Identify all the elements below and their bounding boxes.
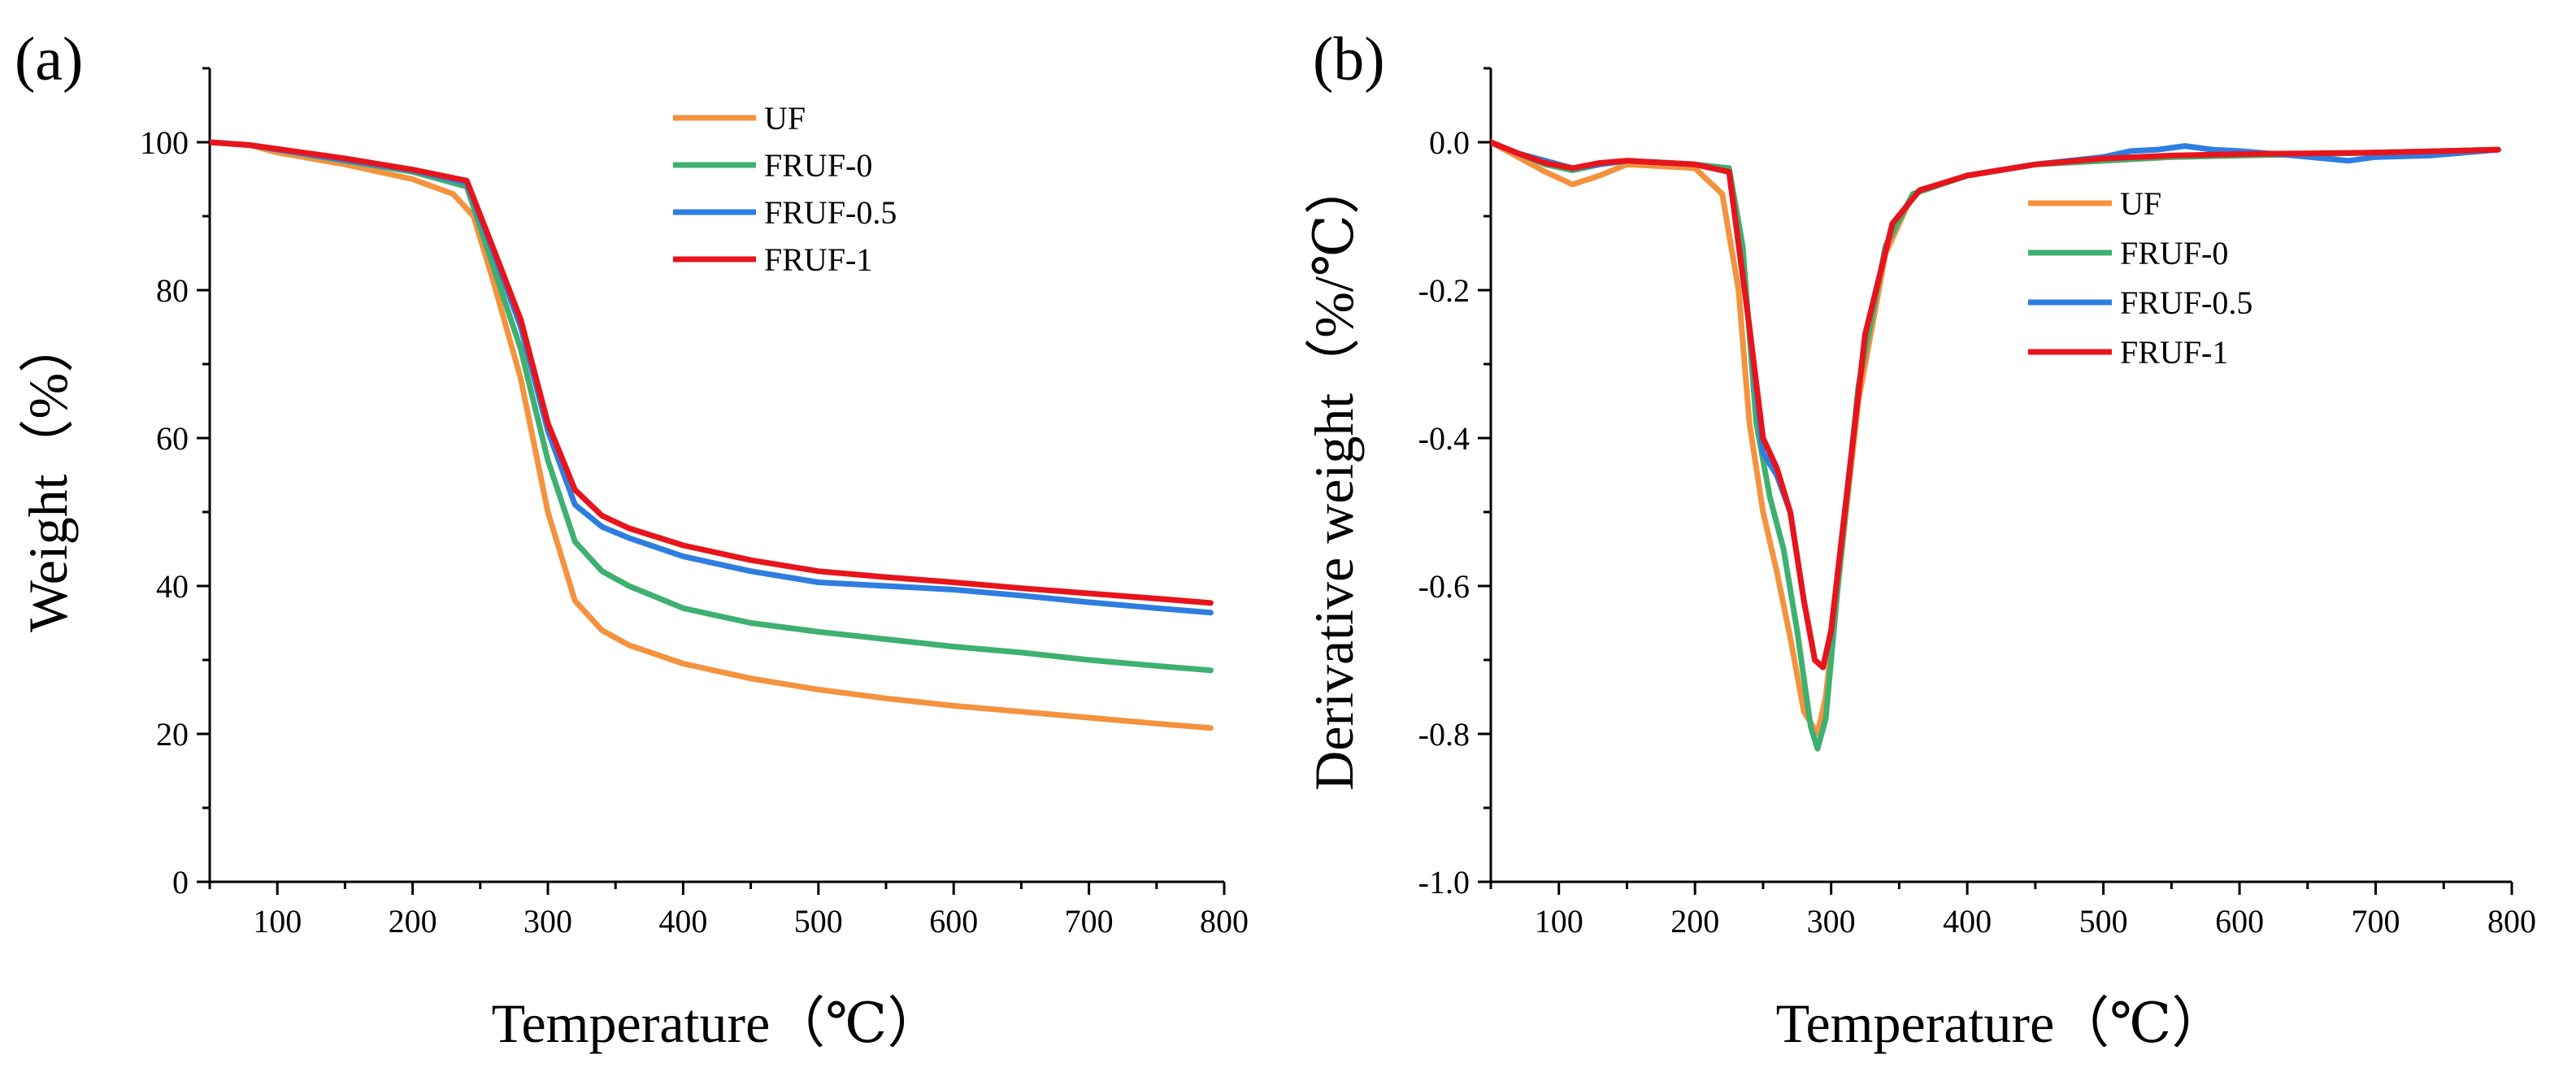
x-tick-label: 600 <box>2215 903 2264 940</box>
y-axis-title: Derivative weight（%/℃） <box>1303 159 1365 791</box>
y-tick-label: -0.6 <box>1418 568 1470 605</box>
series-line-fruf-0-5 <box>1491 139 2501 671</box>
series-line-fruf-1 <box>1491 137 2501 671</box>
series-line-fruf-1 <box>210 139 1214 606</box>
y-tick-label: -0.4 <box>1418 420 1470 457</box>
y-tick-label: 100 <box>140 124 189 161</box>
panel-label: (b) <box>1313 25 1385 93</box>
x-tick-label: 700 <box>2352 903 2400 940</box>
y-tick-label: -0.2 <box>1418 272 1470 309</box>
panel-b-chart: 100 200 300 400 500 600 700 800 -1.0 -0.8 -0.6 -0.4… <box>1303 25 2536 1054</box>
x-tick-label: 500 <box>2079 903 2128 940</box>
panel-a-chart: 100 200 300 400 500 600 700 800 0 20 40 60 80 100 Temp… <box>15 25 1249 1054</box>
x-tick-label: 800 <box>2487 903 2536 940</box>
y-tick-label: -1.0 <box>1418 864 1470 901</box>
legend-label: FRUF-0 <box>2120 235 2228 271</box>
x-axis-title: Temperature（℃） <box>492 992 943 1054</box>
y-tick-label: 0.0 <box>1429 124 1470 161</box>
legend-label: UF <box>2120 185 2161 222</box>
x-tick-label: 100 <box>1535 903 1583 940</box>
series-line-fruf-0 <box>1491 139 2501 752</box>
panel-label: (a) <box>15 25 83 93</box>
y-tick-label: 60 <box>156 420 189 457</box>
x-tick-label: 200 <box>389 903 437 940</box>
x-tick-label: 100 <box>253 903 302 940</box>
x-tick-label: 500 <box>794 903 843 940</box>
x-tick-label: 400 <box>1943 903 1992 940</box>
series-line-uf <box>210 139 1214 731</box>
x-tick-label: 200 <box>1670 903 1719 940</box>
x-tick-label: 300 <box>1807 903 1856 940</box>
y-tick-label: 0 <box>172 864 189 901</box>
series-line-uf <box>1491 139 2501 737</box>
legend-label: FRUF-0 <box>764 147 872 184</box>
legend-label: UF <box>764 100 806 137</box>
x-axis-title: Temperature（℃） <box>1776 992 2227 1054</box>
x-tick-label: 300 <box>523 903 572 940</box>
legend-label: FRUF-1 <box>2120 334 2228 371</box>
x-tick-label: 400 <box>658 903 707 940</box>
legend-label: FRUF-1 <box>764 241 872 278</box>
x-tick-label: 700 <box>1065 903 1114 940</box>
y-tick-label: 20 <box>156 716 189 753</box>
legend-label: FRUF-0.5 <box>2120 284 2252 321</box>
y-tick-label: -0.8 <box>1418 716 1470 753</box>
y-tick-label: 80 <box>156 272 189 309</box>
y-axis-title: Weight（%） <box>17 318 79 632</box>
x-tick-label: 600 <box>929 903 978 940</box>
y-tick-label: 40 <box>156 568 189 605</box>
legend-label: FRUF-0.5 <box>764 194 897 231</box>
x-tick-label: 800 <box>1200 903 1249 940</box>
